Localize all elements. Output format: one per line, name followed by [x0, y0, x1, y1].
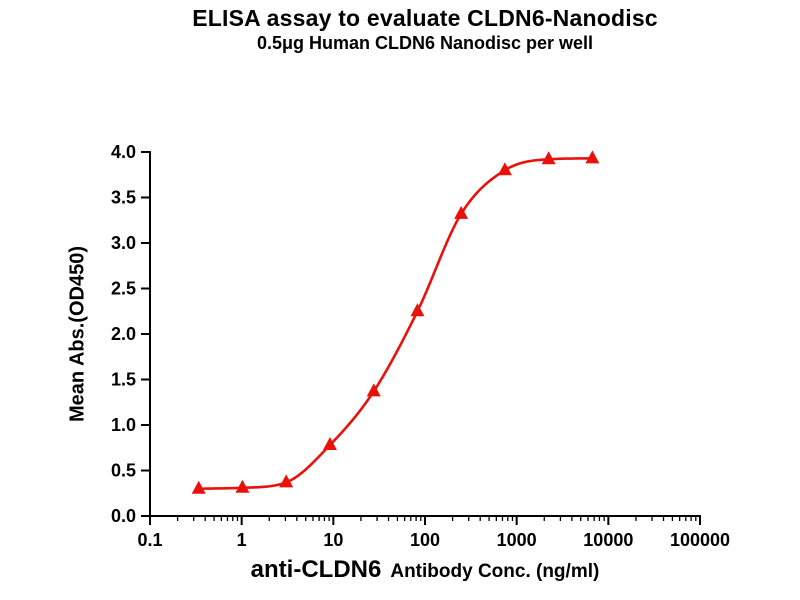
data-point-marker — [454, 205, 469, 219]
data-point-marker — [410, 303, 425, 317]
data-point-markers — [191, 150, 600, 494]
y-tick-label: 3.5 — [111, 188, 136, 208]
data-point-marker — [191, 480, 206, 494]
data-point-marker — [585, 150, 600, 164]
x-tick-label: 100000 — [670, 530, 730, 550]
chart-subtitle: 0.5μg Human CLDN6 Nanodisc per well — [256, 33, 594, 53]
x-tick-label: 100 — [410, 530, 440, 550]
y-tick-label: 0.0 — [111, 506, 136, 526]
data-point-marker — [235, 479, 250, 493]
y-tick-label: 0.5 — [111, 461, 136, 481]
x-axis-label-rest: Antibody Conc. (ng/ml) — [390, 561, 600, 582]
y-tick-label: 2.5 — [111, 279, 136, 299]
data-point-marker — [366, 383, 381, 397]
x-ticks: 0.1 1 10 100 1000 10000 100000 — [137, 516, 730, 550]
x-tick-label: 0.1 — [137, 530, 162, 550]
y-tick-label: 1.0 — [111, 415, 136, 435]
x-tick-label: 10000 — [583, 530, 633, 550]
data-point-marker — [541, 151, 556, 165]
y-tick-label: 4.0 — [111, 142, 136, 162]
y-tick-label: 1.5 — [111, 370, 136, 390]
axes — [149, 151, 701, 517]
x-axis-label: anti-CLDN6 Antibody Conc. (ng/ml) — [50, 556, 800, 584]
data-point-marker — [497, 162, 512, 176]
x-tick-label: 10 — [323, 530, 343, 550]
fit-curve — [197, 157, 594, 490]
data-point-marker — [279, 474, 294, 488]
y-ticks: 0.0 0.5 1.0 1.5 2.0 2.5 3.0 3.5 4.0 — [111, 142, 150, 526]
x-tick-label: 1 — [237, 530, 247, 550]
y-tick-label: 2.0 — [111, 324, 136, 344]
x-tick-label: 1000 — [497, 530, 537, 550]
x-axis-label-main: anti-CLDN6 — [250, 556, 382, 583]
data-point-marker — [322, 437, 337, 451]
x-minor-ticks — [176, 516, 697, 521]
y-tick-label: 3.0 — [111, 233, 136, 253]
chart-title: ELISA assay to evaluate CLDN6-Nanodisc — [192, 5, 658, 31]
